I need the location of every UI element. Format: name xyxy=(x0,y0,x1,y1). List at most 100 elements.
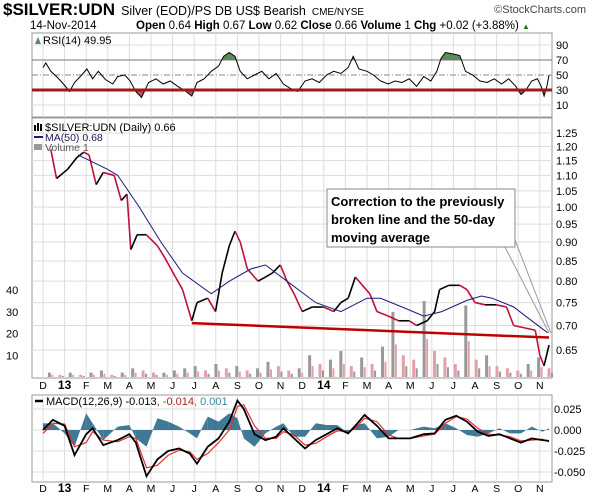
volume-value: 1 xyxy=(404,20,411,32)
price-legend-icon xyxy=(34,123,42,131)
macd-histogram-bar xyxy=(254,430,266,447)
price-segment xyxy=(257,276,266,282)
symbol-title: $SILVER:UDN xyxy=(3,0,116,19)
macd-month-label: J xyxy=(192,483,197,495)
price-segment xyxy=(301,306,313,313)
volume-bar xyxy=(380,346,384,377)
macd-month-label: N xyxy=(536,483,544,495)
price-segment xyxy=(474,301,486,306)
volume-bar xyxy=(235,366,239,377)
month-label: N xyxy=(277,380,285,392)
volume-bar xyxy=(207,373,210,377)
macd-legend-signal: , -0.014 xyxy=(157,396,194,408)
month-label: 13 xyxy=(58,378,72,392)
macd-histogram-bar xyxy=(129,425,136,439)
volume-bar xyxy=(485,355,489,377)
volume-bar xyxy=(131,368,135,377)
month-label: J xyxy=(192,380,197,392)
price-segment xyxy=(55,168,68,180)
volume-bar xyxy=(276,366,280,377)
volume-bar xyxy=(99,370,103,377)
volume-bar xyxy=(47,372,51,377)
price-tick-label: 1.00 xyxy=(556,202,577,214)
price-segment xyxy=(66,157,78,170)
volume-bar xyxy=(422,301,426,377)
low-label: Low xyxy=(248,20,272,32)
macd-histogram-bar xyxy=(103,426,118,441)
volume-bar xyxy=(433,350,437,377)
volume-bar xyxy=(384,361,387,377)
high-value: 0.67 xyxy=(222,20,246,32)
macd-histogram-bar xyxy=(74,413,87,447)
price-segment xyxy=(191,302,198,321)
macd-histogram-bar xyxy=(135,430,147,447)
volume-tick-label: 20 xyxy=(6,329,18,341)
price-legend-icon-bar xyxy=(40,124,42,131)
volume-bar xyxy=(287,370,291,377)
month-label: S xyxy=(493,380,500,392)
macd-month-label: J xyxy=(170,483,175,495)
macd-legend-histogram: , 0.001 xyxy=(194,396,228,408)
callout-pointer xyxy=(514,239,552,334)
volume-bar xyxy=(145,373,148,377)
annotation-text: broken line and the 50-day xyxy=(331,212,496,227)
price-tick-label: 0.70 xyxy=(556,320,577,332)
volume-bar xyxy=(266,361,270,377)
volume-bar xyxy=(495,366,499,377)
annotation-text: moving average xyxy=(331,230,430,245)
volume-bar xyxy=(401,355,405,377)
volume-bar xyxy=(530,370,533,377)
volume-bar xyxy=(519,373,522,377)
price-tick-label: 1.20 xyxy=(556,142,577,154)
rsi-legend-icon xyxy=(35,37,41,44)
volume-bar xyxy=(238,371,241,377)
rsi-tick-label: 50 xyxy=(556,70,568,82)
exchange-label: CME/NYSE xyxy=(311,7,365,18)
volume-bar xyxy=(89,372,93,377)
month-label: O xyxy=(514,380,522,392)
price-tick-label: 0.85 xyxy=(556,256,577,268)
price-segment xyxy=(524,327,536,332)
price-segment xyxy=(163,256,177,278)
month-label: D xyxy=(298,380,306,392)
price-legend-icon-bar xyxy=(37,123,39,131)
price-segment xyxy=(543,344,550,366)
macd-legend: MACD(12,26,9) -0.013, -0.014, 0.001 xyxy=(46,396,228,408)
title-row: $SILVER:UDN Silver (EOD)/PS DB US$ Beari… xyxy=(3,0,364,20)
price-tick-label: 1.05 xyxy=(556,186,577,198)
close-value: 0.66 xyxy=(334,20,358,32)
price-segment xyxy=(221,245,231,274)
macd-histogram-bar xyxy=(237,418,244,439)
chg-label: Chg xyxy=(413,20,437,32)
volume-bar xyxy=(183,368,187,377)
volume-bar xyxy=(526,363,530,377)
macd-histogram-bar xyxy=(157,418,169,430)
macd-histogram-bar xyxy=(52,423,65,434)
macd-month-label: A xyxy=(126,483,133,495)
month-label: N xyxy=(536,380,544,392)
price-tick-label: 0.90 xyxy=(556,237,577,249)
price-legend: $SILVER:UDN (Daily) 0.66 xyxy=(45,122,176,134)
volume-bar xyxy=(301,372,304,377)
price-segment xyxy=(279,264,288,282)
volume-bar xyxy=(446,367,449,377)
volume-bar xyxy=(72,374,75,377)
macd-month-label: J xyxy=(429,483,434,495)
macd-histogram-bar xyxy=(499,428,511,434)
volume-bar xyxy=(443,357,447,377)
volume-bar xyxy=(537,357,541,377)
volume-bar xyxy=(415,368,418,377)
price-segment xyxy=(505,306,515,326)
volume-bar xyxy=(488,366,491,377)
brand-logo[interactable]: ©StockCharts.com xyxy=(494,4,586,16)
macd-histogram-bar xyxy=(521,426,532,434)
price-tick-label: 0.65 xyxy=(556,345,577,357)
volume-label: Volume xyxy=(360,20,402,32)
month-label: A xyxy=(471,380,478,392)
volume-bar xyxy=(363,367,366,377)
macd-month-label: M xyxy=(406,483,415,495)
volume-legend-icon xyxy=(34,144,42,150)
volume-bar xyxy=(204,370,208,377)
volume-bar xyxy=(162,372,166,377)
volume-bar xyxy=(405,366,408,377)
